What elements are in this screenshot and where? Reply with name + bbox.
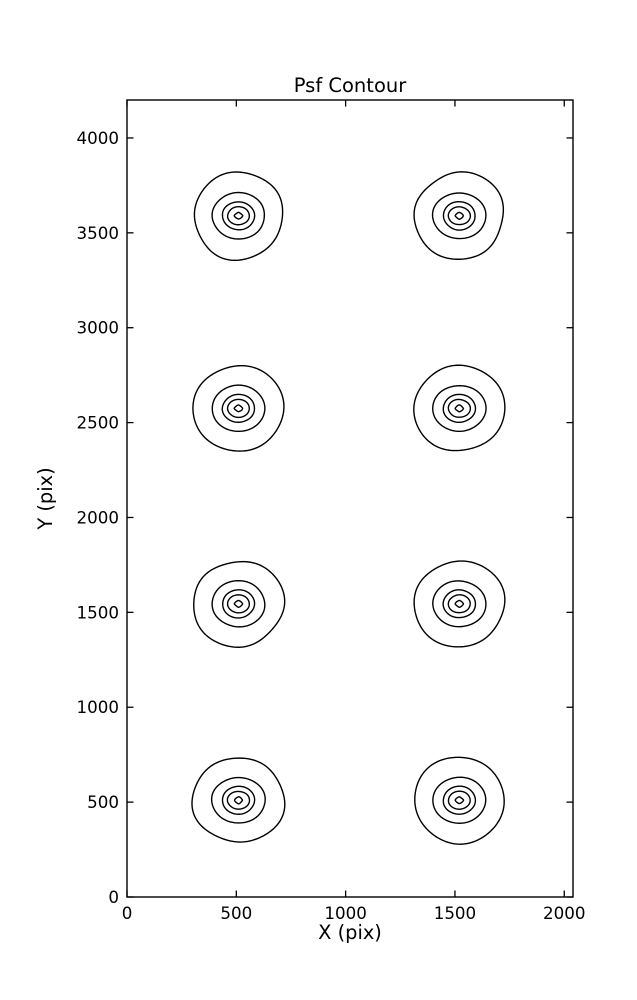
- y-tick-labels: 0 500 1000 1500 2000 2500 3000 3500 4000: [77, 128, 119, 907]
- y-tick-label: 2000: [77, 507, 119, 527]
- psf-contour-ring: [454, 796, 465, 805]
- y-tick-label: 500: [87, 792, 119, 812]
- psf-contour-ring: [221, 393, 256, 423]
- psf-contour-ring: [447, 790, 471, 810]
- psf-contour-ring: [221, 201, 256, 231]
- psf-contour-ring: [211, 580, 266, 628]
- psf-contour-ring: [233, 404, 244, 413]
- x-tick-label: 1500: [434, 903, 476, 923]
- x-tick-labels: 0 500 1000 1500 2000: [122, 903, 586, 923]
- psf-contour-ring: [447, 398, 472, 418]
- psf-contour-ring: [233, 796, 244, 805]
- psf-contour-ring: [454, 599, 465, 609]
- x-axis-label: X (pix): [318, 921, 382, 944]
- psf-contour-ring: [193, 171, 284, 262]
- psf-contour-ring: [226, 206, 250, 226]
- y-tick-label: 1500: [77, 602, 119, 622]
- x-tick-label: 0: [122, 903, 133, 923]
- psf-contour-ring: [211, 384, 266, 433]
- x-tick-label: 2000: [543, 903, 585, 923]
- axis-tick-marks: [126, 100, 573, 898]
- contour-lines: [191, 171, 506, 845]
- psf-contour-ring: [447, 594, 471, 614]
- plot-frame: [126, 99, 574, 898]
- y-tick-label: 3000: [77, 318, 119, 338]
- psf-contour-ring: [210, 776, 266, 824]
- psf-contour-ring: [432, 385, 487, 433]
- psf-contour-ring: [432, 776, 487, 824]
- psf-contour-ring: [447, 206, 472, 226]
- y-tick-label: 1000: [77, 697, 119, 717]
- psf-contour-ring: [222, 589, 256, 619]
- y-tick-label: 0: [108, 887, 119, 907]
- psf-contour-ring: [211, 191, 266, 240]
- x-tick-label: 500: [220, 903, 252, 923]
- psf-contour-ring: [233, 211, 244, 220]
- psf-contour-ring: [442, 393, 477, 424]
- psf-contour-ring: [442, 589, 477, 619]
- psf-contour-ring: [454, 211, 465, 220]
- psf-contour-ring: [413, 364, 506, 452]
- psf-contour-ring: [431, 192, 487, 240]
- psf-contour-ring: [413, 171, 505, 260]
- y-tick-label: 4000: [77, 128, 119, 148]
- psf-contour-ring: [454, 404, 465, 413]
- psf-contour-ring: [414, 756, 505, 845]
- psf-contour-ring: [233, 599, 244, 608]
- psf-contour-ring: [191, 757, 286, 843]
- y-axis-label: Y (pix): [34, 467, 57, 530]
- psf-contour-ring: [192, 364, 285, 452]
- psf-contour-ring: [413, 560, 506, 648]
- y-tick-label: 2500: [77, 413, 119, 433]
- psf-contour-ring: [193, 560, 286, 648]
- psf-contour-ring: [221, 785, 256, 815]
- psf-contour-ring: [442, 785, 477, 815]
- x-tick-label: 1000: [324, 903, 366, 923]
- psf-contour-ring: [432, 580, 487, 628]
- psf-contour-ring: [226, 594, 251, 614]
- psf-contour-ring: [442, 201, 476, 231]
- psf-contour-ring: [226, 790, 251, 810]
- chart-title: Psf Contour: [294, 74, 407, 97]
- y-tick-label: 3500: [77, 223, 119, 243]
- psf-contour-ring: [226, 398, 250, 419]
